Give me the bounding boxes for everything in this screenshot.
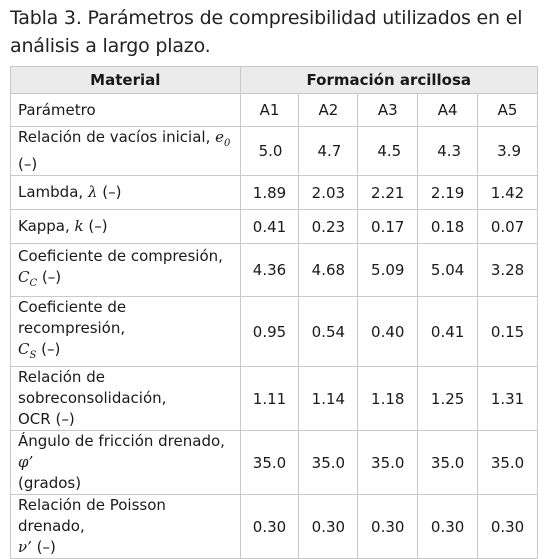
row-symbol: ν’: [18, 538, 32, 556]
table-cell: 0.41: [417, 296, 479, 367]
col-header-a3: A3: [357, 93, 419, 127]
row-label-text: Coeficiente de recompresión,: [18, 298, 127, 337]
table-cell: 4.3: [417, 126, 479, 176]
table-row: Relación de vacíos inicial, e0 (–) 5.0 4…: [10, 126, 538, 176]
table-cell: 0.30: [298, 494, 359, 559]
table-cell: 0.95: [239, 296, 300, 367]
row-label-text: Relación de vacíos inicial,: [18, 128, 216, 146]
table-cell: 1.31: [477, 366, 538, 431]
row-symbol-sub: S: [29, 350, 37, 361]
table-cell: 2.21: [357, 175, 419, 210]
table-cell: 1.11: [239, 366, 300, 431]
header-material: Material: [10, 66, 241, 94]
table-cell: 3.9: [477, 126, 538, 176]
table-cell: 4.68: [298, 243, 359, 297]
row-label: Lambda, λ (–): [10, 175, 241, 210]
row-unit: (–): [36, 340, 61, 358]
table-row: Relación de sobreconsolidación, OCR (–) 1…: [10, 366, 538, 431]
table-cell: 5.09: [357, 243, 419, 297]
table-cell: 0.18: [417, 209, 479, 244]
table-cell: 4.36: [239, 243, 300, 297]
table-cell: 0.41: [239, 209, 300, 244]
table-cell: 5.04: [417, 243, 479, 297]
row-label-text: Relación de Poisson drenado,: [18, 496, 166, 535]
row-label: Ángulo de fricción drenado, φ’ (grados): [10, 430, 241, 495]
row-unit: (–): [18, 155, 38, 173]
table-cell: 35.0: [417, 430, 479, 495]
table-cell: 1.14: [298, 366, 359, 431]
col-header-a1: A1: [239, 93, 300, 127]
table-cell: 0.54: [298, 296, 359, 367]
compressibility-table: Material Formación arcillosa Parámetro A…: [10, 66, 539, 559]
table-cell: 5.0: [239, 126, 300, 176]
subheader-param: Parámetro: [10, 93, 241, 127]
row-symbol: φ’: [18, 453, 34, 471]
row-label: Coeficiente de recompresión, CS (–): [10, 296, 241, 367]
row-label: Relación de Poisson drenado, ν’ (–): [10, 494, 241, 559]
table-subheader-row: Parámetro A1 A2 A3 A4 A5: [10, 93, 538, 127]
table-cell: 35.0: [477, 430, 538, 495]
table-cell: 4.7: [298, 126, 359, 176]
table-row: Coeficiente de recompresión, CS (–) 0.95 …: [10, 296, 538, 367]
col-header-a4: A4: [417, 93, 479, 127]
table-row: Ángulo de fricción drenado, φ’ (grados) 3…: [10, 430, 538, 495]
table-row: Kappa, k (–) 0.41 0.23 0.17 0.18 0.07: [10, 209, 538, 244]
row-unit: (–): [31, 538, 56, 556]
row-symbol: C: [18, 268, 30, 286]
col-header-a2: A2: [298, 93, 359, 127]
row-symbol: C: [18, 340, 30, 358]
row-label: Coeficiente de compresión, CC (–): [10, 243, 241, 297]
row-unit: (–): [97, 183, 122, 201]
table-cell: 2.03: [298, 175, 359, 210]
row-label-text: Coeficiente de compresión,: [18, 247, 223, 265]
row-label: Kappa, k (–): [10, 209, 241, 244]
table-row: Relación de Poisson drenado, ν’ (–) 0.30 …: [10, 494, 538, 559]
row-label-text: Relación de sobreconsolidación,: [18, 368, 167, 407]
table-cell: 1.25: [417, 366, 479, 431]
table-cell: 0.30: [357, 494, 419, 559]
row-symbol-sub: C: [29, 278, 38, 289]
row-symbol: k: [74, 217, 84, 235]
table-cell: 0.30: [239, 494, 300, 559]
table-cell: 35.0: [298, 430, 359, 495]
row-symbol: λ: [87, 183, 98, 201]
row-unit: (–): [37, 268, 62, 286]
table-cell: 0.15: [477, 296, 538, 367]
table-cell: 0.30: [417, 494, 479, 559]
table-cell: 0.40: [357, 296, 419, 367]
table-cell: 35.0: [357, 430, 419, 495]
table-cell: 35.0: [239, 430, 300, 495]
col-header-a5: A5: [477, 93, 538, 127]
row-label-text: Lambda,: [18, 183, 88, 201]
row-unit: (–): [83, 217, 108, 235]
table-cell: 1.42: [477, 175, 538, 210]
table-caption: Tabla 3. Parámetros de compresibilidad u…: [10, 7, 523, 57]
table-cell: 1.89: [239, 175, 300, 210]
table-header-row: Material Formación arcillosa: [10, 66, 539, 94]
table-cell: 3.28: [477, 243, 538, 297]
row-label: Relación de vacíos inicial, e0 (–): [10, 126, 241, 176]
row-symbol-sub: 0: [224, 138, 231, 149]
row-unit: OCR (–): [18, 410, 75, 428]
table-cell: 0.07: [477, 209, 538, 244]
row-label: Relación de sobreconsolidación, OCR (–): [10, 366, 241, 431]
table-cell: 0.23: [298, 209, 359, 244]
table-cell: 0.17: [357, 209, 419, 244]
table-row: Lambda, λ (–) 1.89 2.03 2.21 2.19 1.42: [10, 175, 538, 210]
table-cell: 0.30: [477, 494, 538, 559]
row-label-text: Kappa,: [18, 217, 75, 235]
row-symbol: e: [215, 128, 225, 146]
table-cell: 1.18: [357, 366, 419, 431]
row-label-text: Ángulo de fricción drenado,: [18, 432, 225, 450]
header-formation: Formación arcillosa: [239, 66, 539, 94]
table-cell: 4.5: [357, 126, 419, 176]
row-unit: (grados): [18, 474, 82, 492]
table-row: Coeficiente de compresión, CC (–) 4.36 4.…: [10, 243, 538, 297]
table-cell: 2.19: [417, 175, 479, 210]
